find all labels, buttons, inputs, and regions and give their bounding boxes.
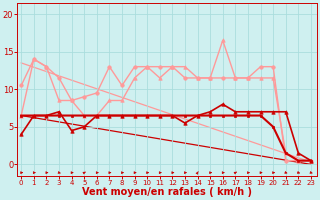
X-axis label: Vent moyen/en rafales ( km/h ): Vent moyen/en rafales ( km/h ) — [82, 187, 252, 197]
